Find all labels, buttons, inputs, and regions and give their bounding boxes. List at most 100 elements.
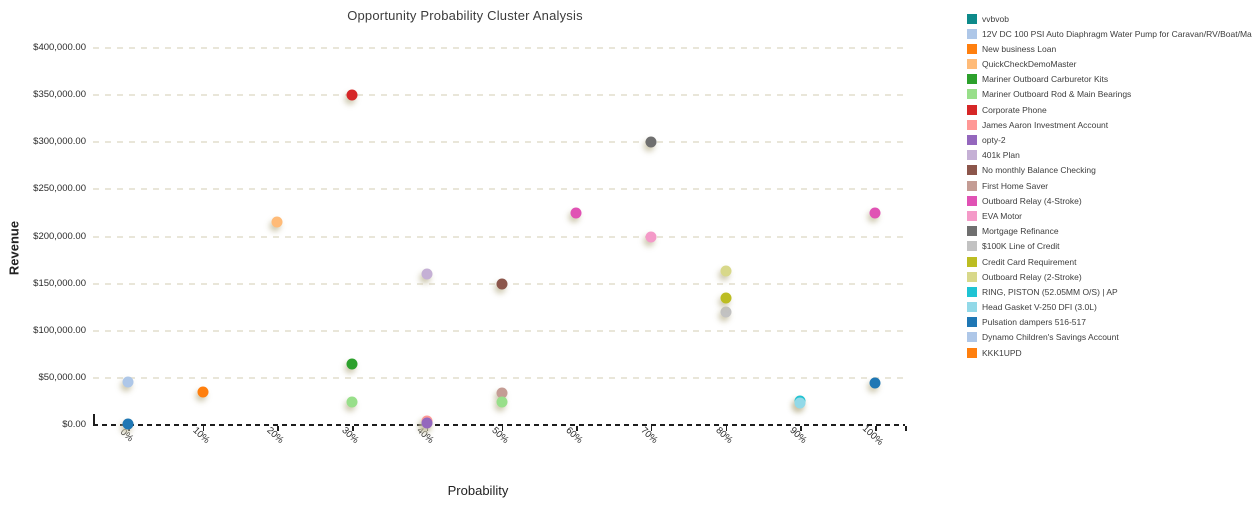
legend-label: New business Loan xyxy=(982,43,1057,54)
legend-label: Pulsation dampers 516-517 xyxy=(982,317,1086,328)
data-point[interactable] xyxy=(869,207,881,219)
legend-item[interactable]: No monthly Balance Checking xyxy=(967,165,1252,176)
data-point[interactable] xyxy=(645,231,657,242)
gridline xyxy=(93,329,905,332)
legend-item[interactable]: EVA Motor xyxy=(967,210,1252,221)
legend-item[interactable]: vvbvob xyxy=(967,13,1252,24)
data-point[interactable] xyxy=(421,417,433,429)
legend-item[interactable]: RING, PISTON (52.05MM O/S) | AP xyxy=(967,286,1252,297)
y-axis-corner-tick xyxy=(93,414,95,425)
legend-label: QuickCheckDemoMaster xyxy=(982,59,1077,70)
data-point[interactable] xyxy=(496,387,507,399)
legend-item[interactable]: opty-2 xyxy=(967,135,1252,146)
data-point[interactable] xyxy=(346,89,358,101)
legend-swatch xyxy=(967,180,977,191)
legend-swatch xyxy=(967,104,977,115)
x-tick xyxy=(576,426,578,431)
x-tick xyxy=(202,426,205,431)
legend-item[interactable]: 401k Plan xyxy=(967,150,1252,161)
legend-swatch xyxy=(967,302,977,313)
legend-swatch xyxy=(967,119,977,130)
legend-item[interactable]: James Aaron Investment Account xyxy=(967,119,1252,130)
gridline xyxy=(93,141,905,144)
x-tick xyxy=(875,426,877,431)
y-tick-label: $100,000.00 xyxy=(33,324,86,336)
legend-label: First Home Saver xyxy=(982,180,1049,191)
x-tick-label: 30% xyxy=(339,424,361,447)
legend-item[interactable]: Mariner Outboard Rod & Main Bearings xyxy=(967,89,1252,100)
data-point[interactable] xyxy=(346,396,358,408)
legend-swatch xyxy=(967,226,977,237)
data-point[interactable] xyxy=(346,358,358,370)
data-point[interactable] xyxy=(645,136,657,148)
legend-swatch xyxy=(967,286,977,297)
data-point[interactable] xyxy=(496,278,507,290)
y-tick-label: $0.00 xyxy=(62,419,86,430)
legend-swatch xyxy=(967,317,977,328)
legend-label: vvbvob xyxy=(982,13,1009,24)
legend-label: Mariner Outboard Carburetor Kits xyxy=(982,74,1109,85)
legend-item[interactable]: KKK1UPD xyxy=(967,347,1252,358)
legend-swatch xyxy=(967,150,977,161)
x-tick-label: 20% xyxy=(264,424,287,447)
legend-swatch xyxy=(967,332,977,343)
legend-item[interactable]: QuickCheckDemoMaster xyxy=(967,59,1252,70)
data-point[interactable] xyxy=(197,386,209,398)
y-tick-label: $50,000.00 xyxy=(38,371,86,383)
legend-swatch xyxy=(967,347,977,358)
legend-label: 12V DC 100 PSI Auto Diaphragm Water Pump… xyxy=(982,28,1252,39)
gridline xyxy=(93,47,905,49)
legend-label: $100K Line of Credit xyxy=(982,241,1060,252)
legend-item[interactable]: Outboard Relay (4-Stroke) xyxy=(967,195,1252,206)
legend-label: James Aaron Investment Account xyxy=(982,119,1109,130)
legend-item[interactable]: New business Loan xyxy=(967,43,1252,54)
x-axis-title: Probability xyxy=(447,483,509,498)
legend-item[interactable]: Head Gasket V-250 DFI (3.0L) xyxy=(967,302,1252,313)
x-tick-label: 100% xyxy=(859,423,886,448)
legend-label: RING, PISTON (52.05MM O/S) | AP xyxy=(982,286,1118,297)
legend-item[interactable]: $100K Line of Credit xyxy=(967,241,1252,252)
data-point[interactable] xyxy=(122,418,134,430)
data-point[interactable] xyxy=(720,265,732,277)
data-point[interactable] xyxy=(869,377,881,389)
data-point[interactable] xyxy=(122,376,134,388)
data-point[interactable] xyxy=(421,268,433,280)
legend-item[interactable]: Credit Card Requirement xyxy=(967,256,1252,267)
legend-item[interactable]: First Home Saver xyxy=(967,180,1252,191)
data-point[interactable] xyxy=(794,397,806,409)
legend-item[interactable]: Dynamo Children's Savings Account xyxy=(967,332,1252,343)
gridline xyxy=(93,235,905,238)
y-tick-label: $200,000.00 xyxy=(33,230,86,242)
data-point[interactable] xyxy=(720,292,732,304)
gridline xyxy=(93,94,905,97)
legend-label: Dynamo Children's Savings Account xyxy=(982,332,1119,343)
data-point[interactable] xyxy=(271,216,283,228)
x-tick xyxy=(800,426,802,431)
data-point[interactable] xyxy=(496,396,507,408)
data-point[interactable] xyxy=(720,306,732,318)
legend-label: Outboard Relay (2-Stroke) xyxy=(982,271,1082,282)
y-axis-title: Revenue xyxy=(6,220,22,276)
legend-swatch xyxy=(967,271,977,282)
x-axis-end-tick xyxy=(905,426,907,431)
y-tick-label: $250,000.00 xyxy=(33,183,86,195)
legend-item[interactable]: 12V DC 100 PSI Auto Diaphragm Water Pump… xyxy=(967,28,1252,39)
x-tick xyxy=(501,426,503,431)
legend-label: Corporate Phone xyxy=(982,104,1047,115)
legend-item[interactable]: Pulsation dampers 516-517 xyxy=(967,317,1252,328)
legend-swatch xyxy=(967,256,977,267)
legend-label: KKK1UPD xyxy=(982,347,1022,358)
legend-swatch xyxy=(967,135,977,145)
legend-label: Mariner Outboard Rod & Main Bearings xyxy=(982,89,1132,100)
x-tick xyxy=(277,426,279,431)
legend-item[interactable]: Mortgage Refinance xyxy=(967,226,1252,237)
x-tick-label: 70% xyxy=(638,424,660,447)
legend-item[interactable]: Outboard Relay (2-Stroke) xyxy=(967,271,1252,282)
legend-item[interactable]: Mariner Outboard Carburetor Kits xyxy=(967,74,1252,85)
legend-swatch xyxy=(967,28,977,39)
legend-item[interactable]: Corporate Phone xyxy=(967,104,1252,115)
legend-swatch xyxy=(967,241,977,252)
data-point[interactable] xyxy=(570,207,582,219)
legend-label: Mortgage Refinance xyxy=(982,226,1059,237)
